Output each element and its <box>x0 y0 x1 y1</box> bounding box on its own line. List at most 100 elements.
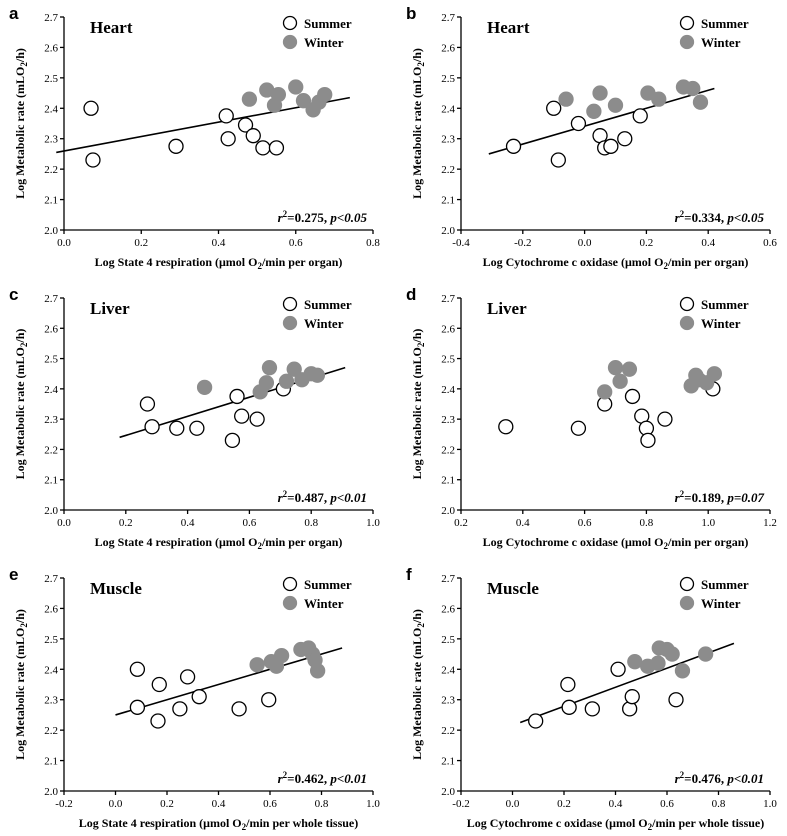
y-tick-label: 2.1 <box>44 475 58 487</box>
y-tick-label: 2.3 <box>44 414 58 426</box>
y-tick-label: 2.1 <box>441 756 455 768</box>
data-point-summer <box>144 419 160 435</box>
legend-marker-summer <box>679 15 695 31</box>
panel-f: 2.0 2.1 2.2 2.3 2.4 2.5 2.6 2.7 -0.2 0.0 0.2 0.4 0.6… <box>406 565 777 832</box>
y-tick-label: 2.2 <box>44 444 58 456</box>
data-point-summer <box>624 689 640 705</box>
legend-label-summer: Summer <box>701 577 749 592</box>
series-winter <box>196 360 326 400</box>
x-axis-label: Log State 4 respiration (μmol O2/min per… <box>95 255 343 271</box>
data-point-winter <box>607 97 624 113</box>
y-tick-label: 2.0 <box>441 505 455 517</box>
legend-marker-winter <box>282 595 298 611</box>
data-point-winter <box>309 367 326 383</box>
data-point-summer <box>150 713 166 729</box>
data-point-summer <box>231 701 247 717</box>
data-point-summer <box>220 131 236 147</box>
panel-letter: f <box>406 565 412 584</box>
legend-marker-winter <box>282 315 298 331</box>
panel-letter: e <box>9 565 18 584</box>
x-tick-label: -0.4 <box>452 237 470 249</box>
x-tick-label: 0.2 <box>454 517 468 529</box>
data-point-summer <box>603 138 619 154</box>
r2-value: 0.334 <box>692 210 722 225</box>
y-axis-label: Log Metabolic rate (mLO2/h) <box>410 609 426 760</box>
x-tick-label: 0.2 <box>134 237 148 249</box>
p-value: p<0.05 <box>329 210 367 225</box>
legend-marker-summer <box>282 15 298 31</box>
x-tick-label: 0.0 <box>57 237 71 249</box>
y-tick-label: 2.6 <box>441 323 455 335</box>
stat-label: r2=0.476, p<0.01 <box>675 770 764 786</box>
y-tick-label: 2.2 <box>44 725 58 737</box>
y-tick-label: 2.6 <box>441 42 455 54</box>
legend-marker-winter <box>679 34 695 50</box>
panel-letter: b <box>406 4 416 23</box>
panel-c: 2.0 2.1 2.2 2.3 2.4 2.5 2.6 2.7 0.0 0.2 0.4 0.6 0.8 1… <box>9 285 380 551</box>
data-point-summer <box>83 100 99 116</box>
data-point-summer <box>528 713 544 729</box>
legend-label-winter: Winter <box>304 596 344 611</box>
regression-line <box>488 87 715 155</box>
x-axis-label: Log Cytochrome c oxidase (μmol O2/min pe… <box>483 255 749 271</box>
data-point-summer <box>129 699 146 715</box>
y-tick-label: 2.0 <box>441 225 455 237</box>
data-point-winter <box>697 646 714 662</box>
x-tick-label: 0.6 <box>763 237 777 249</box>
x-tick-label: 1.0 <box>366 798 380 810</box>
data-point-winter <box>597 384 613 400</box>
organ-title: Liver <box>487 299 527 318</box>
organ-title: Heart <box>487 18 530 37</box>
x-axis-label: Log State 4 respiration (μmol O2/min per… <box>95 535 343 551</box>
data-point-summer <box>632 108 648 124</box>
data-point-summer <box>570 115 587 132</box>
y-tick-label: 2.6 <box>441 603 455 615</box>
x-tick-label: 0.0 <box>578 237 592 249</box>
x-tick-label: 0.4 <box>516 517 530 529</box>
data-point-summer <box>640 432 656 448</box>
data-point-summer <box>229 388 245 405</box>
legend-marker-summer <box>282 296 298 312</box>
x-tick-label: 0.2 <box>160 798 174 810</box>
stat-label: r2=0.334, p<0.05 <box>675 209 765 225</box>
data-point-summer <box>249 411 265 427</box>
x-axis-label: Log Cytochrome c oxidase (μmol O2/min pe… <box>483 535 749 551</box>
data-point-winter <box>692 94 709 110</box>
data-point-summer <box>169 420 185 436</box>
y-axis-label: Log Metabolic rate (mLO2/h) <box>410 329 426 480</box>
data-point-summer <box>561 699 577 715</box>
y-tick-label: 2.5 <box>441 354 455 366</box>
stat-label: r2=0.487, p<0.01 <box>278 489 367 505</box>
data-point-winter <box>278 373 295 389</box>
x-tick-label: 0.4 <box>212 798 226 810</box>
r2-value: 0.462 <box>295 771 324 786</box>
x-tick-label: 0.2 <box>119 517 133 529</box>
y-tick-label: 2.6 <box>44 323 58 335</box>
y-tick-label: 2.5 <box>44 634 58 646</box>
series-winter <box>627 640 714 679</box>
legend-label-winter: Winter <box>304 35 344 50</box>
x-tick-label: -0.2 <box>514 237 531 249</box>
data-point-summer <box>617 131 633 147</box>
y-tick-label: 2.4 <box>441 103 455 115</box>
data-point-winter <box>295 93 312 109</box>
y-tick-label: 2.1 <box>441 475 455 487</box>
y-tick-label: 2.5 <box>44 73 58 85</box>
p-value: p<0.01 <box>329 490 367 505</box>
y-tick-label: 2.1 <box>44 756 58 768</box>
regression-line <box>115 647 343 716</box>
data-point-winter <box>586 103 602 119</box>
x-tick-label: 0.0 <box>506 798 520 810</box>
x-tick-label: 0.4 <box>181 517 195 529</box>
x-tick-label: 0.8 <box>366 237 380 249</box>
data-point-winter <box>674 663 691 679</box>
x-tick-label: 0.6 <box>289 237 303 249</box>
legend: Summer Winter <box>679 296 749 331</box>
p-value: p<0.05 <box>726 210 764 225</box>
data-point-summer <box>624 388 641 405</box>
stat-label: r2=0.462, p<0.01 <box>278 770 367 786</box>
x-tick-label: 0.6 <box>263 798 277 810</box>
x-tick-label: 0.8 <box>304 517 318 529</box>
series-winter <box>558 79 709 119</box>
